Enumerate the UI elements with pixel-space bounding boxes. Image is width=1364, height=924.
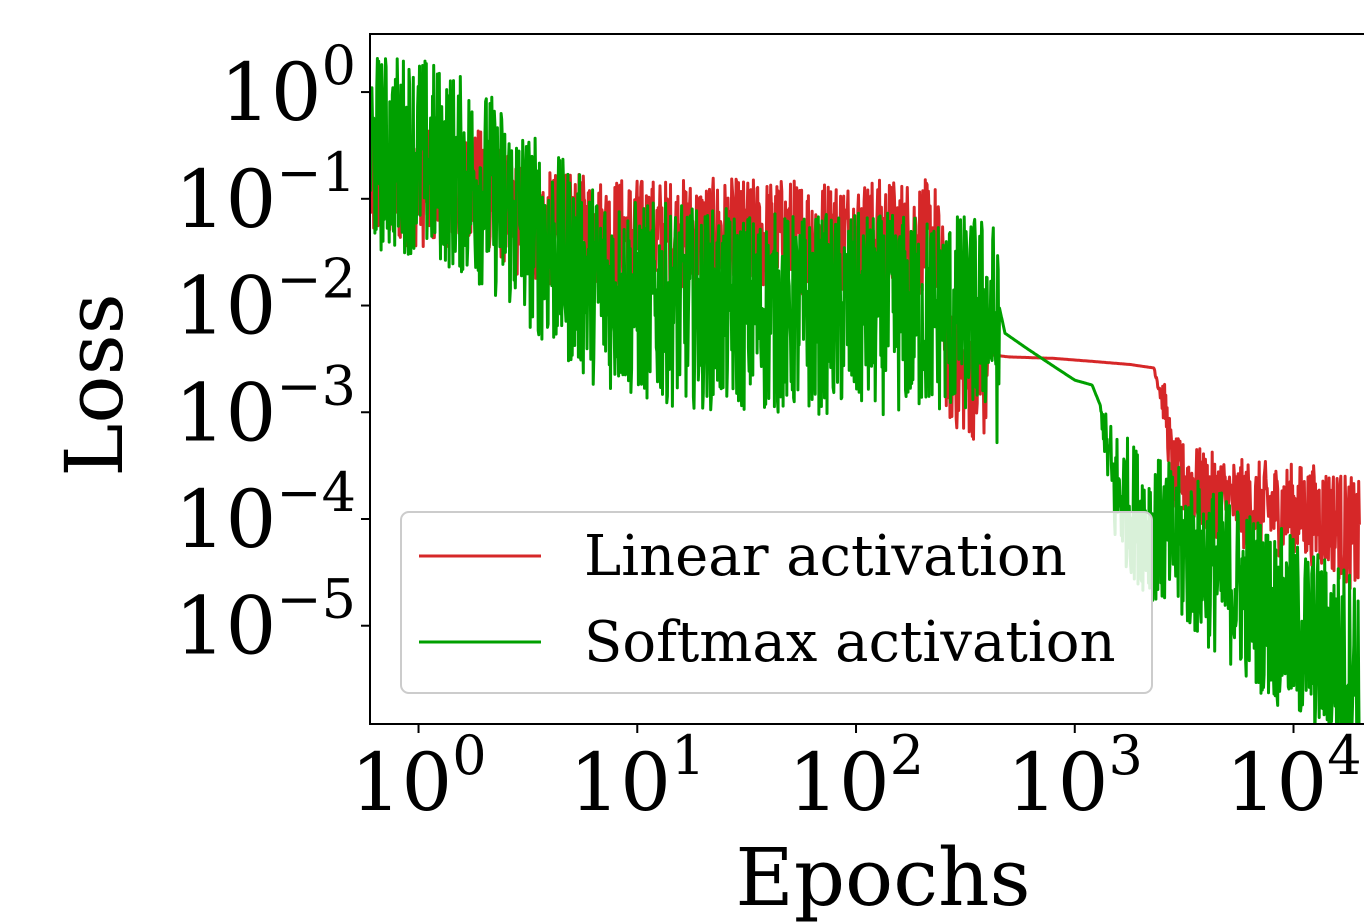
series-line-softmax: [370, 57, 1361, 724]
x-tick-label: 102: [788, 724, 924, 829]
legend-label-linear: Linear activation: [584, 524, 1067, 589]
y-tick-label: 10−4: [175, 461, 356, 566]
y-tick-label: 10−2: [175, 248, 356, 353]
legend: Linear activation Softmax activation: [400, 511, 1153, 694]
plot-frame: [369, 33, 1364, 725]
y-tick-label: 100: [220, 34, 356, 139]
x-tick-label: 103: [1007, 724, 1143, 829]
series-layer: [370, 57, 1361, 724]
y-tick-label: 10−1: [175, 141, 356, 246]
legend-box: [400, 511, 1153, 694]
y-tick-label: 10−3: [175, 354, 356, 459]
legend-label-softmax: Softmax activation: [584, 610, 1116, 675]
y-tick-label: 10−5: [175, 568, 356, 673]
y-axis-title: Loss: [48, 293, 141, 476]
x-axis-title: Epochs: [735, 831, 1030, 924]
x-tick-label: 100: [350, 724, 486, 829]
x-tick-label: 101: [569, 724, 705, 829]
x-tick-label: 104: [1225, 724, 1361, 829]
